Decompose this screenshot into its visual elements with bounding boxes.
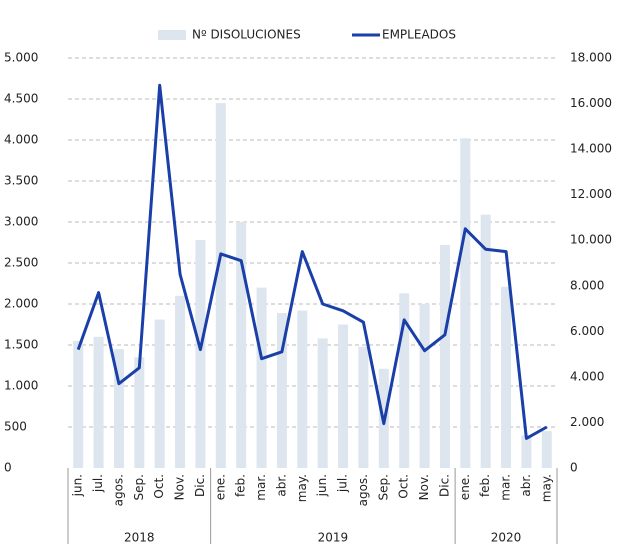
y2-tick-label: 16.000 [570,96,612,110]
y2-tick-label: 10.000 [570,233,612,247]
bar [541,431,552,468]
bar [399,293,410,468]
bar [358,346,369,468]
x-tick-label: feb. [478,474,492,497]
y-tick-label: 3.500 [4,174,38,188]
y-tick-label: 3.000 [4,215,38,229]
x-group-label: 2018 [124,531,155,544]
bar [419,304,430,468]
bar [215,103,226,468]
bar [134,357,145,468]
x-tick-label: Sep. [376,474,390,500]
x-tick-label: mar. [254,474,268,501]
x-tick-label: Dic. [193,474,207,497]
bar [439,244,450,468]
y-tick-label: 2.500 [4,256,38,270]
y-tick-label: 1.500 [4,338,38,352]
x-tick-label: may. [295,474,309,502]
x-tick-label: abr. [519,474,533,497]
bar [521,435,532,468]
bar [113,349,124,468]
bar [154,319,165,468]
legend-label: Nº DISOLUCIONES [192,28,301,42]
x-tick-label: Oct. [152,474,166,499]
x-tick-label: jun. [71,474,85,497]
bar [460,138,471,469]
bar [195,240,206,468]
x-tick-label: mar. [499,474,513,501]
y2-tick-label: 6.000 [570,324,604,338]
line [76,83,548,440]
bar [338,324,349,468]
bar [297,310,308,468]
x-tick-label: Sep. [132,474,146,500]
x-tick-label: jul. [336,474,350,493]
x-tick-label: Oct. [397,474,411,499]
x-tick-label: ene. [458,474,472,500]
x-tick-label: Nov. [173,474,187,500]
x-group-label: 2020 [491,531,522,544]
y-tick-label: 0 [4,461,12,475]
bar [93,336,104,468]
y-tick-label: 4.500 [4,92,38,106]
y2-tick-label: 4.000 [570,369,604,383]
x-tick-label: ene. [213,474,227,500]
x-tick-label: jun. [315,474,329,497]
y-tick-label: 5.000 [4,51,38,65]
y-tick-label: 1.000 [4,379,38,393]
y2-tick-label: 18.000 [570,51,612,65]
bar [480,214,491,468]
x-tick-label: Nov. [417,474,431,500]
bar [236,222,247,468]
x-tick-label: agos. [356,474,370,506]
bar [317,338,328,468]
bar [501,286,512,468]
x-tick-label: jul. [91,474,105,493]
legend-label: EMPLEADOS [382,28,456,42]
x-tick-label: feb. [234,474,248,497]
y2-tick-label: 0 [570,461,578,475]
y-tick-label: 2.000 [4,297,38,311]
y2-tick-label: 14.000 [570,142,612,156]
bar [276,313,287,468]
x-group-label: 2019 [318,531,349,544]
y-tick-label: 4.000 [4,133,38,147]
x-tick-label: agos. [111,474,125,506]
bar [256,287,267,468]
y2-tick-label: 12.000 [570,187,612,201]
bar [175,295,186,468]
y-tick-label: 500 [4,420,27,434]
bar [73,340,84,468]
y2-tick-label: 2.000 [570,415,604,429]
x-tick-label: abr. [274,474,288,497]
y2-tick-label: 8.000 [570,278,604,292]
legend-swatch [158,30,186,40]
x-tick-label: Dic. [437,474,451,497]
x-tick-label: may. [539,474,553,502]
